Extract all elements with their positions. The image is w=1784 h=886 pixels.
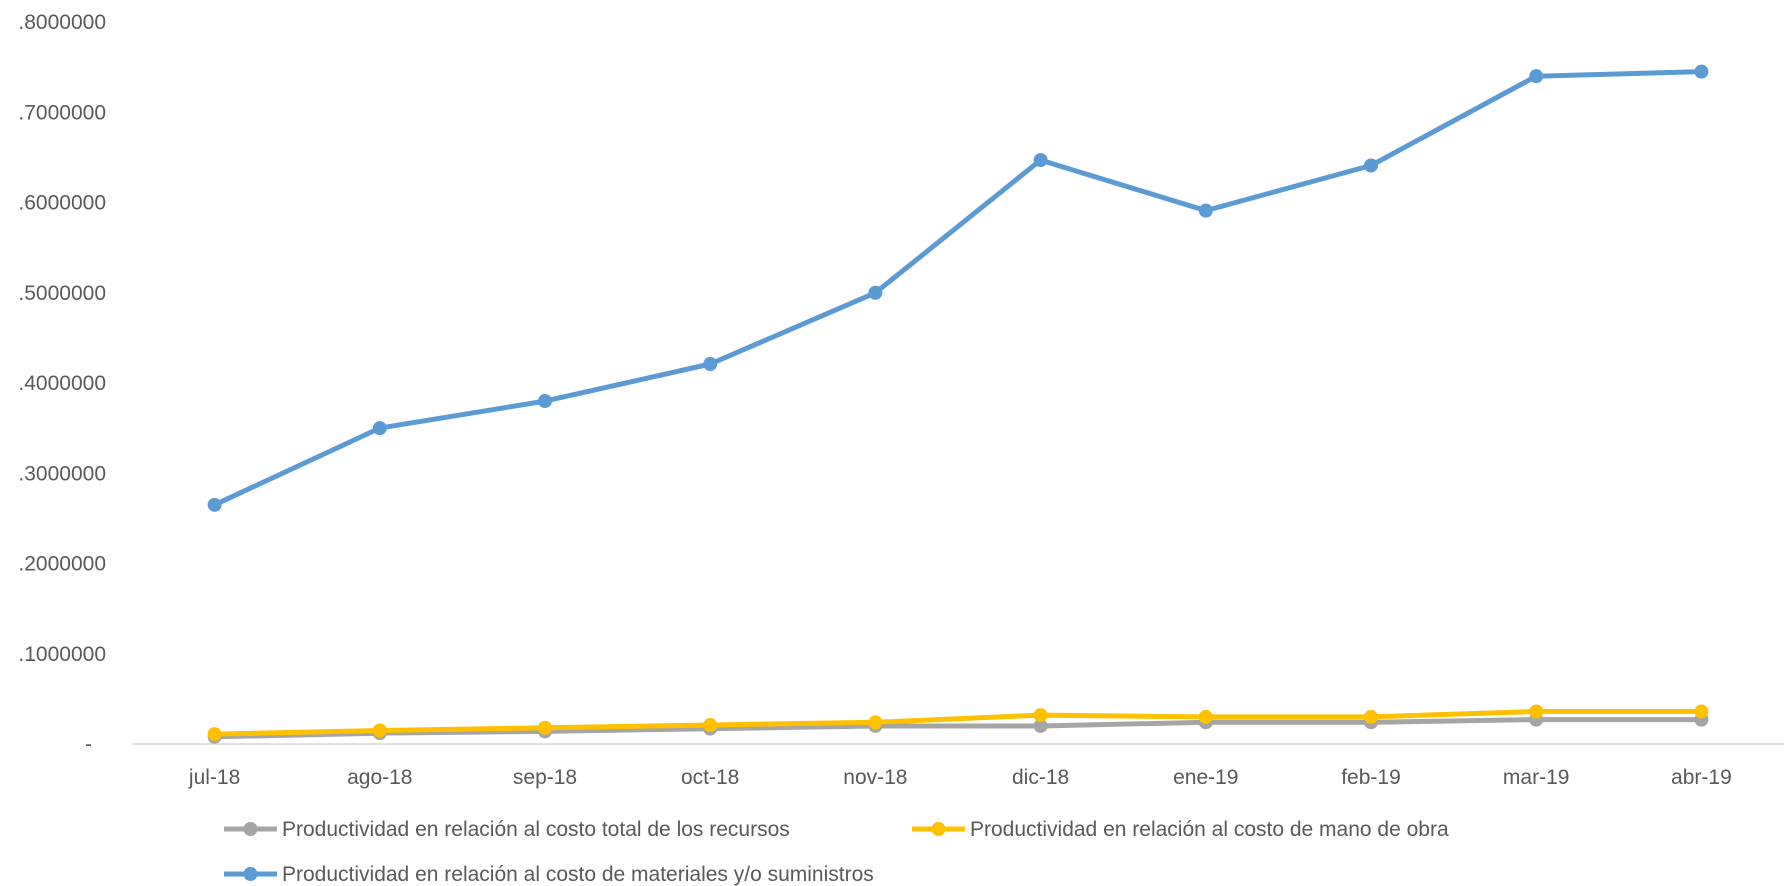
x-tick-label: abr-19 bbox=[1671, 766, 1732, 789]
legend-label: Productividad en relación al costo de ma… bbox=[282, 863, 874, 886]
y-tick-label: - bbox=[85, 733, 92, 756]
y-tick-label: .5000000 bbox=[18, 282, 106, 305]
legend-item: Productividad en relación al costo de ma… bbox=[224, 863, 874, 886]
legend-label: Productividad en relación al costo total… bbox=[282, 818, 790, 841]
x-tick-label: nov-18 bbox=[843, 766, 907, 789]
x-tick-label: dic-18 bbox=[1012, 766, 1069, 789]
legend-swatch-marker bbox=[243, 867, 258, 881]
data-point bbox=[538, 720, 552, 735]
data-point bbox=[372, 723, 387, 738]
legend-label: Productividad en relación al costo de ma… bbox=[970, 818, 1449, 841]
y-tick-label: .2000000 bbox=[18, 553, 106, 576]
legend-swatch-marker bbox=[931, 822, 946, 836]
series-line bbox=[212, 717, 1704, 740]
data-point bbox=[1694, 704, 1709, 719]
data-point bbox=[868, 715, 883, 730]
y-tick-label: .4000000 bbox=[18, 372, 106, 395]
x-tick-label: feb-19 bbox=[1341, 766, 1401, 789]
legend-item: Productividad en relación al costo total… bbox=[224, 818, 790, 841]
y-tick-label: .8000000 bbox=[18, 11, 106, 34]
y-tick-label: .3000000 bbox=[18, 462, 106, 485]
series-3 bbox=[207, 64, 1709, 512]
data-point bbox=[1198, 709, 1213, 724]
data-point bbox=[538, 394, 552, 409]
data-point bbox=[703, 718, 718, 733]
data-point bbox=[1529, 69, 1544, 84]
data-point bbox=[1694, 64, 1709, 79]
data-point bbox=[372, 421, 387, 436]
legend: Productividad en relación al costo total… bbox=[224, 818, 1449, 886]
axes: - .1000000 .2000000 .3000000 .4000000 .500000… bbox=[18, 11, 1784, 789]
legend-swatch-marker bbox=[243, 822, 258, 836]
series-line bbox=[212, 69, 1704, 508]
x-tick-label: ene-19 bbox=[1173, 766, 1238, 789]
x-tick-label: jul-18 bbox=[188, 766, 240, 789]
data-point bbox=[1033, 153, 1048, 168]
legend-item: Productividad en relación al costo de ma… bbox=[912, 818, 1449, 841]
y-tick-label: .1000000 bbox=[18, 643, 106, 666]
plot-area bbox=[207, 64, 1709, 744]
data-point bbox=[1364, 709, 1378, 724]
series-line bbox=[212, 709, 1704, 737]
data-point bbox=[1033, 718, 1048, 733]
data-point bbox=[1364, 158, 1378, 173]
data-point bbox=[1529, 704, 1544, 719]
data-point bbox=[868, 285, 883, 300]
y-tick-label: .7000000 bbox=[18, 101, 106, 124]
x-tick-label: ago-18 bbox=[347, 766, 412, 789]
x-tick-label: sep-18 bbox=[513, 766, 577, 789]
y-tick-label: .6000000 bbox=[18, 192, 106, 215]
series-2 bbox=[207, 704, 1709, 742]
data-point bbox=[207, 727, 222, 742]
x-tick-label: mar-19 bbox=[1503, 766, 1570, 789]
data-point bbox=[1033, 708, 1048, 723]
data-point bbox=[703, 357, 718, 372]
x-tick-label: oct-18 bbox=[681, 766, 739, 789]
data-point bbox=[1198, 203, 1213, 218]
data-point bbox=[207, 497, 222, 512]
